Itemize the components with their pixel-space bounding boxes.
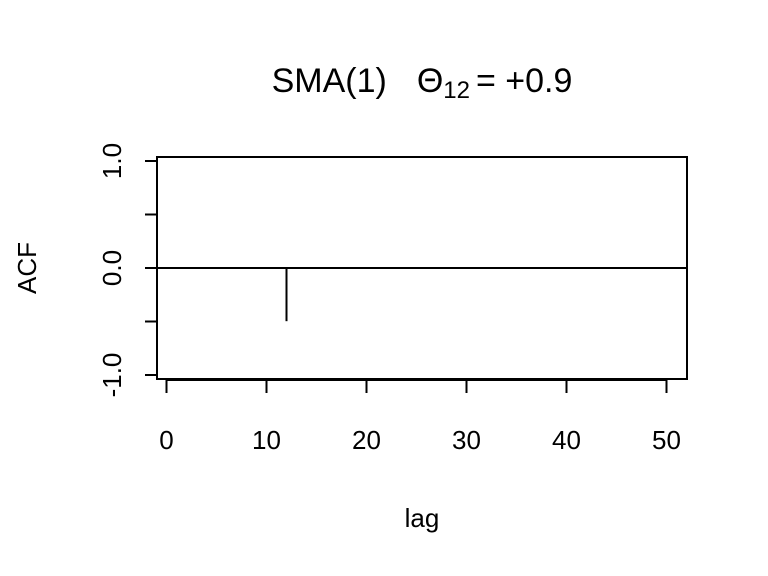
x-tick-label-40: 40 [552, 425, 581, 455]
x-tick-label-10: 10 [252, 425, 281, 455]
y-tick-label-0: -1.0 [97, 353, 127, 398]
y-axis-label: ACF [12, 242, 42, 294]
x-tick-label-30: 30 [452, 425, 481, 455]
title-param-value: = +0.9 [476, 62, 572, 100]
title-model-order: (1) [345, 62, 387, 100]
y-tick-label-2: 0.0 [97, 250, 127, 286]
title-param-subscript: 12 [443, 77, 470, 104]
title-param-symbol: Θ [417, 62, 443, 100]
title-model-name: SMA [272, 62, 346, 100]
y-tick-label-4: 1.0 [97, 143, 127, 179]
x-tick-label-50: 50 [652, 425, 681, 455]
x-tick-label-0: 0 [159, 425, 173, 455]
chart-title: SMA(1) Θ12 = +0.9 [272, 62, 573, 104]
plot-area: 0 10 20 30 40 50 -1.0 0.0 1.0 [97, 143, 688, 455]
x-tick-label-20: 20 [352, 425, 381, 455]
x-axis-label: lag [405, 503, 440, 533]
